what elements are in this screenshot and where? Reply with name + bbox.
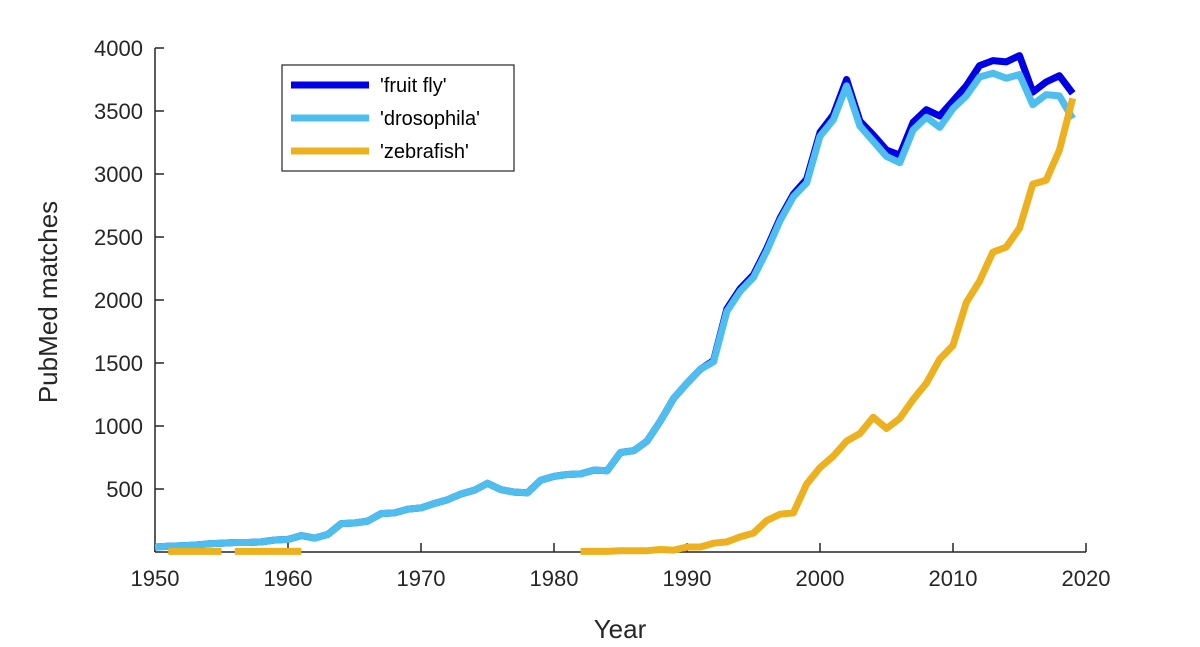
y-axis-title: PubMed matches [33,201,63,403]
axes: 1950 1960 1970 1980 1990 2000 2010 2020 500 1000… [94,36,1110,591]
series-line-2 [168,97,1077,555]
y-ticks: 500 1000 1500 2000 2500 3000 3500 4000 [94,36,164,502]
x-tick-label: 1960 [264,566,313,591]
legend-entries: 'fruit fly' 'drosophila' 'zebrafish' [291,75,480,163]
x-tick-label: 1990 [663,566,712,591]
y-tick-label: 2000 [94,288,143,313]
y-tick-label: 500 [106,477,143,502]
legend-label: 'fruit fly' [380,75,447,97]
y-tick-label: 2500 [94,225,143,250]
y-tick-label: 4000 [94,36,143,61]
x-tick-label: 2000 [796,566,845,591]
series-line-1 [154,69,1076,551]
y-tick-label: 3000 [94,162,143,187]
x-tick-label: 1980 [530,566,579,591]
y-tick-label: 3500 [94,99,143,124]
y-tick-label: 1500 [94,351,143,376]
y-tick-label: 1000 [94,414,143,439]
x-tick-label: 2010 [929,566,978,591]
x-axis-title: Year [594,614,647,644]
legend-label: 'zebrafish' [380,141,469,163]
legend: 'fruit fly' 'drosophila' 'zebrafish' [281,64,515,172]
legend-label: 'drosophila' [380,108,480,130]
x-tick-label: 2020 [1062,566,1111,591]
x-ticks: 1950 1960 1970 1980 1990 2000 2010 2020 [131,543,1111,591]
x-tick-label: 1950 [131,566,180,591]
series-group [154,52,1077,555]
x-tick-label: 1970 [397,566,446,591]
